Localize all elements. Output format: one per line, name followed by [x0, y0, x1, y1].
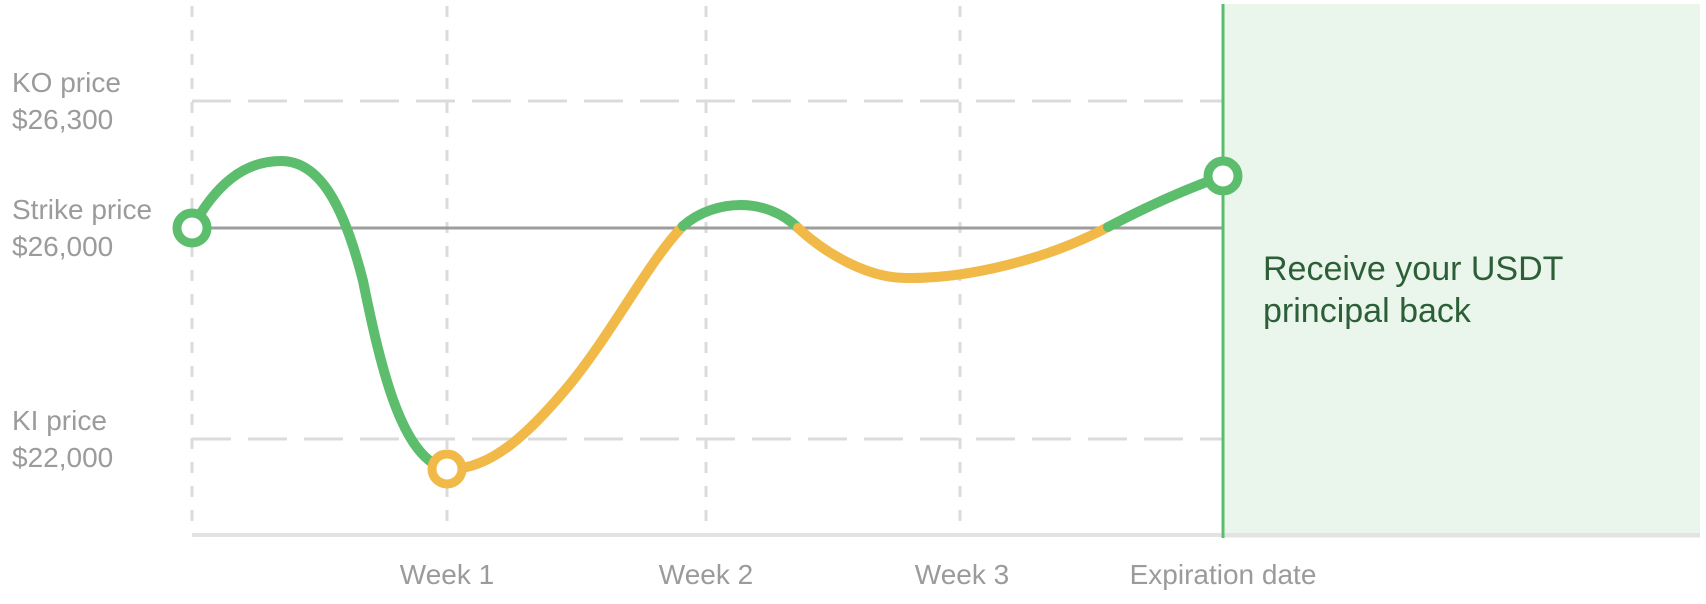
ki-price-name: KI price	[12, 405, 107, 436]
ko-price-label: KO price $26,300	[12, 64, 121, 138]
price-path-segment-yellow	[793, 222, 1113, 284]
ko-price-name: KO price	[12, 67, 121, 98]
ki-price-label: KI price $22,000	[12, 402, 113, 476]
x-label-expiration-date: Expiration date	[1129, 559, 1317, 590]
price-path-segment-green	[187, 155, 452, 474]
x-label-week-2: Week 2	[658, 559, 754, 590]
outcome-annotation-line1: Receive your USDT	[1263, 250, 1564, 288]
strike-price-value: $26,000	[12, 231, 114, 262]
start-marker	[172, 208, 212, 248]
ko-price-value: $26,300	[12, 104, 114, 135]
x-label-week-1: Week 1	[399, 559, 495, 590]
strike-price-label: Strike price $26,000	[12, 191, 152, 265]
x-label-week-3: Week 3	[914, 559, 1010, 590]
knock-in-marker	[427, 449, 467, 489]
strike-price-name: Strike price	[12, 194, 153, 225]
outcome-annotation: Receive your USDT principal back	[1263, 248, 1563, 332]
ki-price-value: $22,000	[12, 442, 114, 473]
price-path-segment-green	[678, 199, 803, 233]
principal-back-region	[1223, 4, 1700, 538]
expiration-marker	[1203, 156, 1243, 196]
outcome-annotation-line2: principal back	[1263, 292, 1471, 330]
price-path-segment-yellow	[442, 221, 688, 475]
